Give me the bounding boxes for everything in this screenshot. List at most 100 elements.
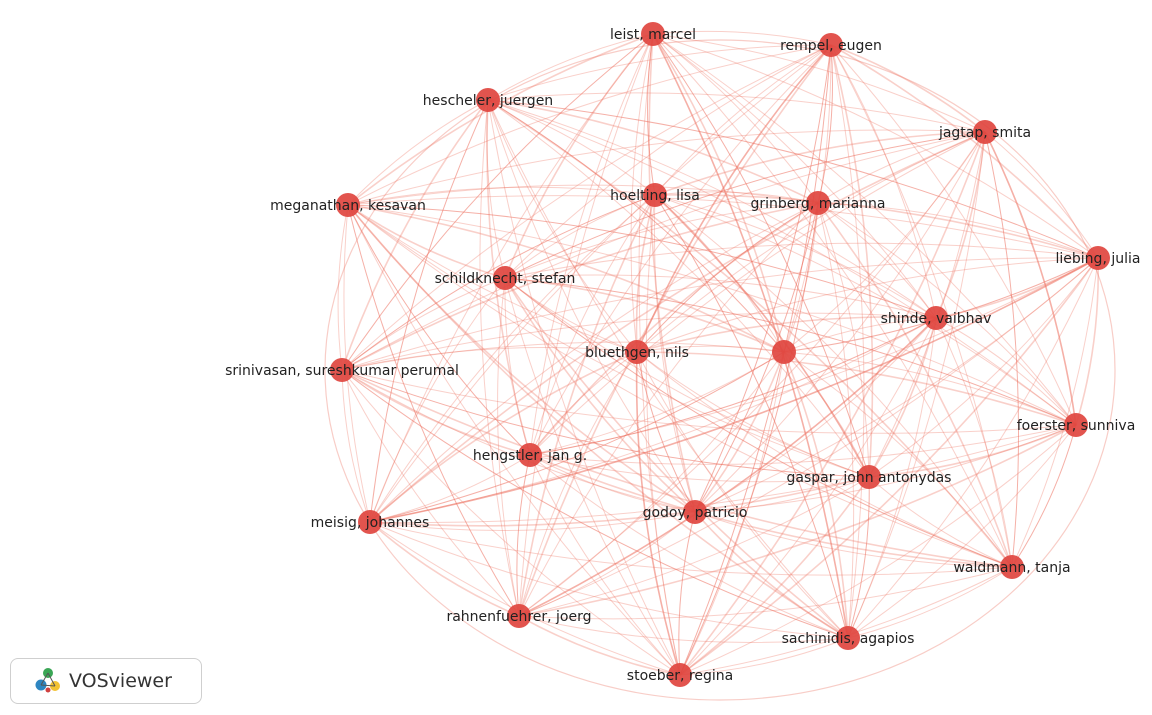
- coauthor-link: [347, 204, 785, 353]
- coauthor-link: [636, 345, 785, 353]
- author-node-circle[interactable]: [625, 340, 649, 364]
- author-node-srinivasan[interactable]: srinivasan, sureshkumar perumal: [225, 358, 459, 382]
- author-node-circle[interactable]: [1000, 555, 1024, 579]
- coauthor-link: [341, 99, 489, 371]
- author-node-hengstler[interactable]: hengstler, jan g.: [473, 443, 587, 467]
- author-node-meganathan[interactable]: meganathan, kesavan: [270, 193, 426, 217]
- coauthor-link: [487, 92, 986, 133]
- coauthor-link: [630, 33, 654, 353]
- author-node-sachinidis[interactable]: sachinidis, agapios: [782, 626, 915, 650]
- coauthor-link: [783, 131, 986, 353]
- author-node-hescheler[interactable]: hescheler, juergen: [423, 88, 553, 112]
- coauthor-link: [497, 277, 520, 617]
- author-node-circle[interactable]: [507, 604, 531, 628]
- coauthor-link: [817, 131, 986, 204]
- coauthor-link: [347, 204, 520, 617]
- author-label: leist, marcel: [610, 27, 696, 43]
- author-node-circle[interactable]: [518, 443, 542, 467]
- author-label: godoy, patricio: [643, 505, 748, 521]
- coauthor-link: [504, 277, 696, 513]
- coauthor-link: [518, 131, 986, 617]
- author-node-circle[interactable]: [973, 120, 997, 144]
- coauthor-link: [369, 99, 489, 523]
- author-node-circle[interactable]: [836, 626, 860, 650]
- author-node-stoeber[interactable]: stoeber, regina: [627, 663, 733, 687]
- author-node-waldmann[interactable]: waldmann, tanja: [953, 555, 1071, 579]
- coauthor-link: [830, 44, 874, 478]
- author-node-gaspar[interactable]: gaspar, john antonydas: [787, 465, 952, 489]
- coauthor-link: [518, 351, 638, 617]
- coauthor-link: [347, 204, 849, 639]
- author-node-shinde[interactable]: shinde, vaibhav: [881, 306, 992, 330]
- author-node-rahnenfuehrer[interactable]: rahnenfuehrer, joerg: [446, 604, 592, 628]
- author-node-circle[interactable]: [358, 510, 382, 534]
- coauthor-link: [347, 195, 1099, 259]
- coauthor-link: [347, 204, 681, 676]
- coauthor-link: [529, 131, 986, 456]
- author-node-circle[interactable]: [1086, 246, 1110, 270]
- coauthor-link: [341, 341, 785, 371]
- author-node-foerster[interactable]: foerster, sunniva: [1017, 413, 1136, 437]
- coauthor-link: [679, 351, 785, 676]
- vosviewer-badge: VOSviewer: [10, 658, 202, 704]
- author-node-circle[interactable]: [641, 22, 665, 46]
- coauthor-link: [636, 351, 1077, 426]
- coauthor-link: [518, 511, 696, 617]
- coauthor-link: [652, 33, 937, 319]
- author-node-rempel[interactable]: rempel, eugen: [780, 33, 882, 57]
- author-node-leist[interactable]: leist, marcel: [610, 22, 696, 46]
- author-label: liebing, julia: [1056, 251, 1141, 267]
- author-node-jagtap[interactable]: jagtap, smita: [938, 120, 1031, 144]
- coauthor-link: [347, 204, 1013, 568]
- author-node-circle[interactable]: [643, 183, 667, 207]
- author-node-schildknecht[interactable]: schildknecht, stefan: [435, 266, 576, 290]
- coauthor-link: [783, 351, 1077, 426]
- author-label: bluethgen, nils: [585, 345, 689, 361]
- author-label: hoelting, lisa: [610, 188, 700, 204]
- coauthor-link: [341, 369, 520, 617]
- author-node-circle[interactable]: [806, 191, 830, 215]
- coauthor-link: [341, 33, 654, 371]
- coauthor-link: [679, 131, 986, 676]
- author-node-liebing[interactable]: liebing, julia: [1056, 246, 1141, 270]
- vosviewer-brand-name: VOSviewer: [69, 670, 172, 692]
- coauthor-link: [654, 131, 986, 196]
- author-node-circle[interactable]: [336, 193, 360, 217]
- author-label: rempel, eugen: [780, 38, 882, 54]
- author-node-grinberg[interactable]: grinberg, marianna: [751, 191, 886, 215]
- author-node-circle[interactable]: [668, 663, 692, 687]
- coauthor-link: [868, 424, 1077, 478]
- coauthor-link: [341, 369, 696, 513]
- author-node-unlabeled[interactable]: [772, 340, 796, 364]
- author-node-circle[interactable]: [1064, 413, 1088, 437]
- author-node-godoy[interactable]: godoy, patricio: [643, 500, 748, 524]
- author-label: foerster, sunniva: [1017, 418, 1136, 434]
- author-node-circle[interactable]: [924, 306, 948, 330]
- author-node-circle[interactable]: [683, 500, 707, 524]
- coauthor-link: [694, 257, 1099, 513]
- author-node-circle[interactable]: [493, 266, 517, 290]
- coauthor-link: [636, 202, 819, 353]
- coauthor-link: [679, 44, 832, 676]
- coauthor-link: [529, 454, 849, 639]
- coauthor-link: [652, 33, 1077, 426]
- coauthor-link: [830, 44, 937, 319]
- author-node-circle[interactable]: [330, 358, 354, 382]
- coauthor-link: [341, 369, 849, 639]
- coauthor-link: [487, 99, 1013, 568]
- author-node-circle[interactable]: [772, 340, 796, 364]
- author-node-hoelting[interactable]: hoelting, lisa: [610, 183, 700, 207]
- coauthor-link: [518, 202, 819, 617]
- coauthor-link: [341, 202, 819, 371]
- author-node-meisig[interactable]: meisig, johannes: [311, 510, 430, 534]
- coauthor-link: [341, 369, 531, 456]
- author-node-circle[interactable]: [476, 88, 500, 112]
- coauthor-link: [1011, 257, 1099, 568]
- author-node-circle[interactable]: [857, 465, 881, 489]
- author-node-circle[interactable]: [819, 33, 843, 57]
- author-node-bluethgen[interactable]: bluethgen, nils: [585, 340, 689, 364]
- coauthor-link: [369, 317, 937, 523]
- coauthor-link: [529, 202, 819, 456]
- coauthor-link: [341, 369, 1013, 568]
- coauthor-link: [635, 351, 681, 676]
